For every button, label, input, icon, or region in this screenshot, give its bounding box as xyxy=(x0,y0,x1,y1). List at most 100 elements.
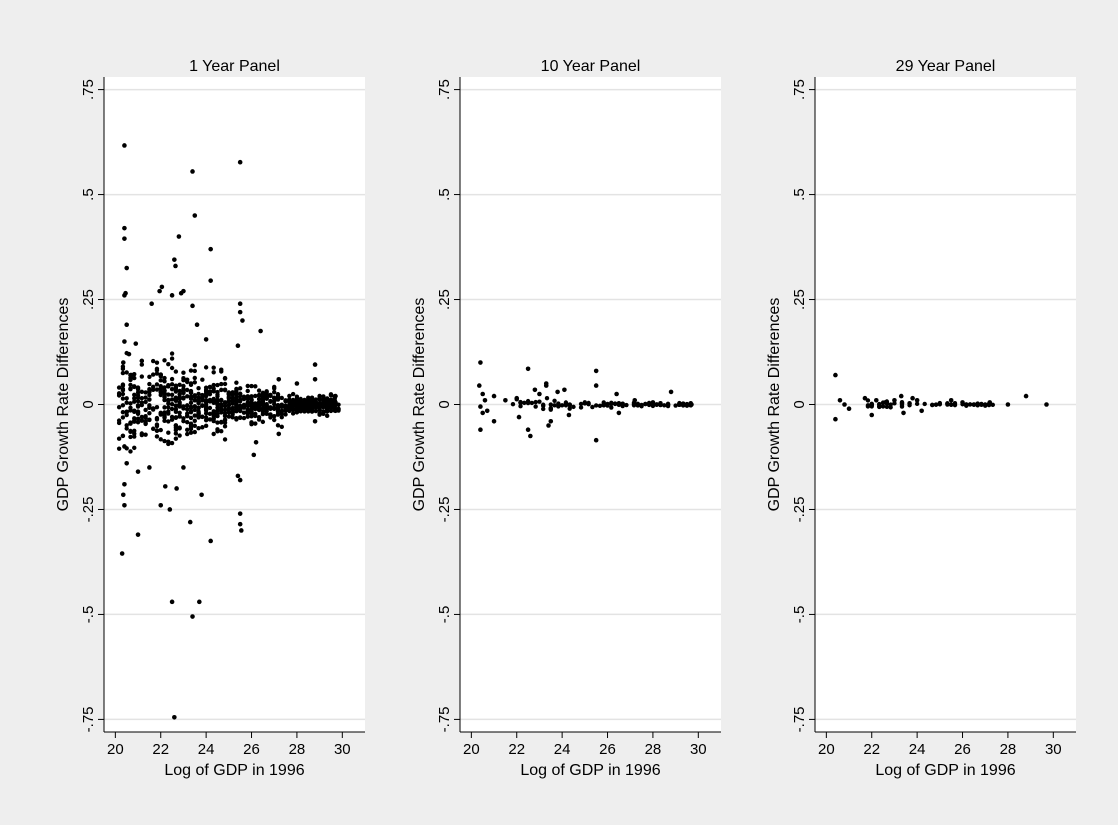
data-point xyxy=(321,404,326,410)
data-point xyxy=(188,405,194,411)
data-point xyxy=(169,397,175,402)
data-point xyxy=(578,405,584,410)
data-point xyxy=(567,406,572,411)
data-point xyxy=(253,406,258,412)
data-point xyxy=(298,409,303,414)
data-point xyxy=(215,408,220,413)
data-point xyxy=(510,401,516,407)
data-point xyxy=(143,399,148,405)
data-point xyxy=(120,370,126,376)
data-point xyxy=(945,401,950,406)
data-point xyxy=(482,398,488,403)
data-point xyxy=(260,419,266,425)
x-tick-label: 22 xyxy=(508,741,525,758)
data-point xyxy=(275,403,281,408)
data-point xyxy=(321,409,326,414)
data-point xyxy=(139,374,145,379)
data-point xyxy=(312,362,318,367)
data-point xyxy=(476,383,482,388)
data-point xyxy=(884,404,890,409)
data-point xyxy=(158,372,163,377)
data-point xyxy=(272,384,277,390)
data-point xyxy=(237,511,243,516)
x-tick-label: 24 xyxy=(198,741,215,758)
data-point xyxy=(309,404,315,410)
data-point xyxy=(207,411,213,417)
data-point xyxy=(245,396,250,402)
data-point xyxy=(139,358,145,364)
data-point xyxy=(169,401,175,407)
data-point xyxy=(120,492,126,498)
data-point xyxy=(124,410,129,415)
data-point xyxy=(166,397,171,403)
data-point xyxy=(245,388,250,394)
data-point xyxy=(203,337,209,342)
data-point xyxy=(222,437,228,442)
x-tick-label: 24 xyxy=(554,741,571,758)
data-point xyxy=(880,404,886,409)
data-point xyxy=(222,424,228,429)
data-point xyxy=(154,387,160,392)
data-point xyxy=(650,400,656,405)
data-point xyxy=(328,397,334,403)
data-point xyxy=(552,398,557,404)
data-point xyxy=(143,415,148,421)
x-tick-label: 30 xyxy=(334,741,351,758)
data-point xyxy=(120,403,126,408)
data-point xyxy=(169,440,175,446)
data-point xyxy=(658,402,663,408)
data-point xyxy=(185,403,190,408)
data-point xyxy=(211,370,216,375)
data-point xyxy=(548,418,554,424)
data-point xyxy=(937,402,943,407)
data-point xyxy=(177,401,182,407)
data-point xyxy=(120,360,126,365)
data-point xyxy=(169,406,175,412)
panel-title: 29 Year Panel xyxy=(896,58,996,75)
data-point xyxy=(211,382,216,388)
data-point xyxy=(684,403,690,408)
data-point xyxy=(541,406,546,412)
data-point xyxy=(132,409,137,415)
data-point xyxy=(173,436,179,441)
panel-2: -.75 -.5 -.25 0 .25 .5 .75 20 22 24 26 28 30 10 Year … xyxy=(411,58,721,779)
data-point xyxy=(833,372,838,378)
data-point xyxy=(888,405,893,410)
data-point xyxy=(226,403,232,408)
data-point xyxy=(192,423,197,428)
data-point xyxy=(147,397,152,402)
data-point xyxy=(241,396,247,402)
data-point xyxy=(268,392,273,398)
data-point xyxy=(181,370,186,375)
data-point xyxy=(173,389,179,394)
data-point xyxy=(548,406,553,411)
data-point xyxy=(208,246,213,252)
data-point xyxy=(673,403,678,408)
y-tick-label: .25 xyxy=(80,289,97,310)
data-point xyxy=(120,433,126,438)
data-point xyxy=(635,401,640,407)
data-point xyxy=(162,385,167,390)
data-point xyxy=(150,358,156,364)
data-point xyxy=(177,410,182,415)
data-point xyxy=(211,400,216,405)
data-point xyxy=(609,401,614,407)
data-point xyxy=(166,405,171,410)
data-point xyxy=(147,381,152,387)
data-point xyxy=(222,407,228,412)
data-point xyxy=(139,389,145,394)
data-point xyxy=(294,403,300,409)
data-point xyxy=(173,409,179,415)
data-point xyxy=(302,401,307,406)
data-point xyxy=(215,402,220,407)
y-tick-label: -.25 xyxy=(436,497,453,523)
x-tick-label: 26 xyxy=(599,741,616,758)
data-point xyxy=(317,411,322,416)
data-point xyxy=(196,396,201,401)
y-axis-label: GDP Growth Rate Differences xyxy=(411,298,428,512)
data-point xyxy=(294,394,300,399)
data-point xyxy=(241,402,247,408)
data-point xyxy=(211,389,216,394)
data-point xyxy=(147,386,152,392)
